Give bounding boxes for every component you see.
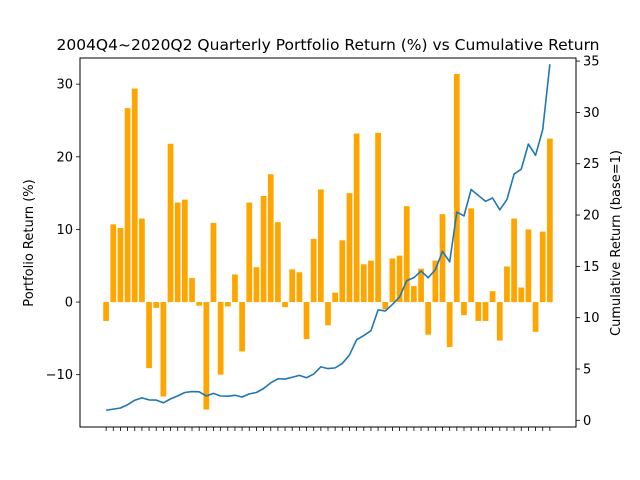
bar [317, 189, 324, 303]
y-right-tick-label: 0 [583, 414, 591, 429]
bar [547, 138, 553, 303]
bar [511, 218, 517, 303]
bar [518, 287, 525, 303]
bar [489, 291, 496, 303]
bar [224, 302, 231, 307]
bar [260, 196, 267, 303]
bar [532, 302, 539, 332]
bar [496, 302, 503, 341]
y-right-tick-label: 25 [583, 157, 600, 172]
bar [246, 202, 253, 303]
bar [453, 73, 460, 303]
bar [232, 274, 238, 303]
y-left-tick-label: −10 [46, 368, 73, 383]
bar [346, 193, 353, 303]
bar [253, 267, 260, 303]
bar [296, 272, 303, 303]
bar [310, 238, 317, 303]
y-axis-left-label: Portfolio Return (%) [22, 179, 37, 306]
bar [289, 269, 296, 303]
bar [124, 108, 131, 303]
bar [418, 268, 424, 303]
y-right-tick-label: 35 [583, 55, 600, 70]
bar [153, 302, 160, 308]
bar-series [103, 73, 553, 410]
bar [217, 302, 224, 375]
bar [432, 260, 439, 303]
bar [110, 224, 117, 303]
bar [203, 302, 210, 410]
bar [525, 229, 532, 303]
cumulative-return-line [105, 64, 551, 412]
line-series [105, 64, 551, 412]
bar [303, 302, 310, 340]
bar [332, 292, 339, 303]
bar [368, 260, 374, 303]
bar [468, 208, 475, 303]
plot-frame [79, 57, 577, 428]
bar [131, 88, 138, 303]
bar [196, 302, 203, 306]
bar [403, 206, 410, 303]
bar [375, 132, 381, 303]
bar [267, 174, 274, 303]
bar [446, 302, 453, 348]
bar [181, 199, 188, 303]
axes: −10 0 10 20 30 0 5 10 15 20 25 30 35 [46, 55, 600, 431]
bar [139, 218, 145, 303]
y-right-tick-label: 20 [583, 209, 600, 224]
bar [382, 302, 389, 310]
bar [339, 240, 346, 303]
y-left-tick-label: 10 [56, 223, 73, 238]
bar [282, 302, 288, 308]
bar [539, 231, 546, 303]
bar [325, 302, 331, 326]
bar [167, 143, 174, 303]
bar [146, 302, 152, 369]
bar [389, 258, 396, 303]
bar [475, 302, 482, 321]
y-right-tick-label: 15 [583, 260, 600, 275]
bar [360, 264, 367, 303]
bar [174, 202, 181, 303]
chart-title: 2004Q4~2020Q2 Quarterly Portfolio Return… [56, 36, 599, 54]
bar [482, 302, 489, 321]
bar [189, 278, 195, 303]
bar [425, 302, 432, 335]
y-left-tick-label: 30 [56, 78, 73, 93]
bar [103, 302, 109, 321]
y-right-tick-label: 10 [583, 311, 600, 326]
bar [239, 302, 245, 352]
bar [504, 266, 510, 303]
y-right-tick-label: 5 [583, 363, 591, 378]
bar [275, 222, 281, 303]
y-left-tick-label: 20 [56, 150, 73, 165]
bar [396, 255, 403, 303]
bar [461, 302, 467, 316]
bar [439, 214, 446, 303]
y-right-tick-label: 30 [583, 106, 600, 121]
bar [160, 302, 167, 397]
bar [353, 133, 360, 303]
bar [411, 286, 417, 303]
bar [117, 227, 124, 303]
bar [210, 222, 217, 303]
y-axis-right-label: Cumulative Return (base=1) [609, 150, 624, 336]
y-left-tick-label: 0 [65, 296, 73, 311]
